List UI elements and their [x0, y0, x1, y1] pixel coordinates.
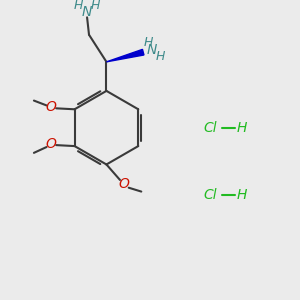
Text: H: H	[143, 36, 153, 49]
Text: H: H	[156, 50, 165, 62]
Text: H: H	[237, 121, 247, 135]
Text: O: O	[46, 137, 57, 151]
Text: N: N	[147, 43, 157, 57]
Text: O: O	[46, 100, 57, 114]
Text: H: H	[74, 0, 83, 12]
Text: N: N	[82, 4, 92, 19]
Text: H: H	[91, 0, 101, 12]
Text: H: H	[237, 188, 247, 203]
Text: Cl: Cl	[203, 121, 217, 135]
Polygon shape	[106, 50, 144, 62]
Text: Cl: Cl	[203, 188, 217, 203]
Text: O: O	[118, 177, 129, 191]
